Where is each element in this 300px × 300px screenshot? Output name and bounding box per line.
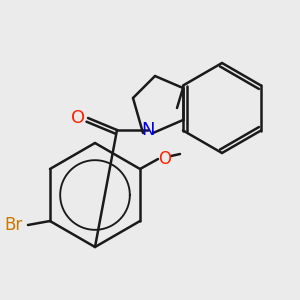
Text: N: N <box>141 121 155 139</box>
Text: O: O <box>71 109 85 127</box>
Text: Br: Br <box>5 216 23 234</box>
Text: O: O <box>158 150 172 168</box>
